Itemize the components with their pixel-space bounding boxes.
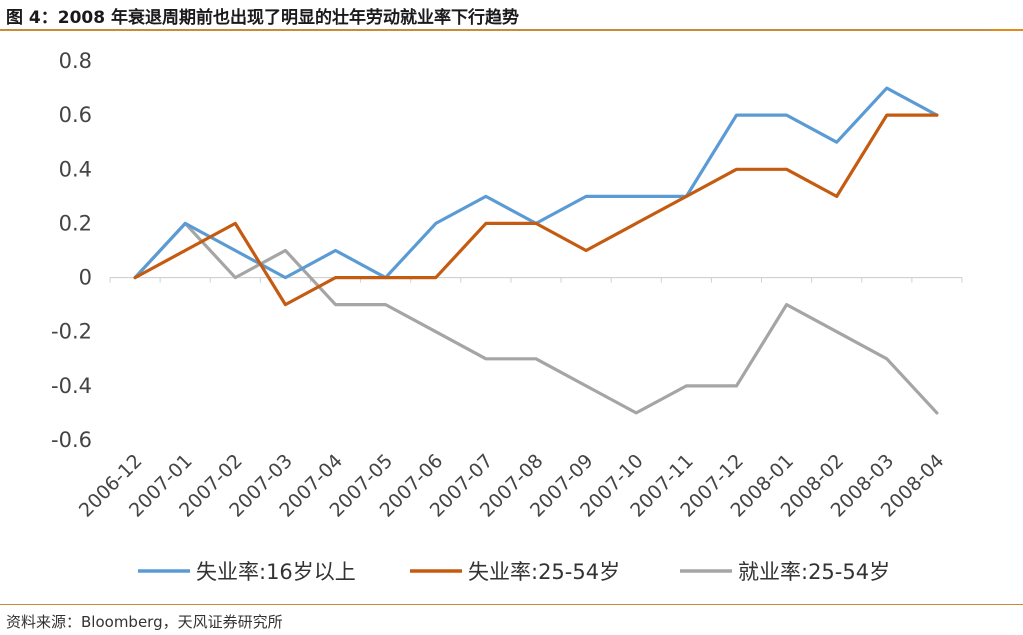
y-axis-ticks: 0.8 0.6 0.4 0.2 0 -0.2 -0.4 -0.6 [51,49,92,452]
series-line [133,86,939,280]
y-tick-label: 0.6 [59,103,92,127]
y-tick-label: 0 [79,266,92,290]
footer-divider [0,604,1023,605]
title-divider-accent [991,29,1023,31]
legend: 失业率:16岁以上 失业率:25-54岁 就业率:25-54岁 [138,560,890,584]
y-tick-label: -0.2 [51,320,92,344]
legend-label: 失业率:16岁以上 [196,560,356,584]
line-chart: 0.8 0.6 0.4 0.2 0 -0.2 -0.4 -0.6 2006-122007-01… [51,49,963,584]
source-note: 资料来源：Bloomberg，天风证券研究所 [6,613,283,631]
legend-label: 就业率:25-54岁 [738,560,890,584]
series-line [133,221,939,415]
x-axis-labels: 2006-122007-012007-022007-032007-042007-… [75,450,949,522]
series-line [133,113,939,307]
y-tick-label: 0.2 [59,211,92,235]
title-divider [0,29,1023,31]
series-lines [133,86,939,415]
legend-label: 失业率:25-54岁 [468,560,620,584]
y-tick-label: -0.4 [51,374,92,398]
figure-title: 图 4：2008 年衰退周期前也出现了明显的壮年劳动就业率下行趋势 [6,8,519,28]
y-tick-label: -0.6 [51,428,92,452]
x-axis-tick-marks [109,277,963,283]
y-tick-label: 0.8 [59,49,92,73]
y-tick-label: 0.4 [59,157,92,181]
